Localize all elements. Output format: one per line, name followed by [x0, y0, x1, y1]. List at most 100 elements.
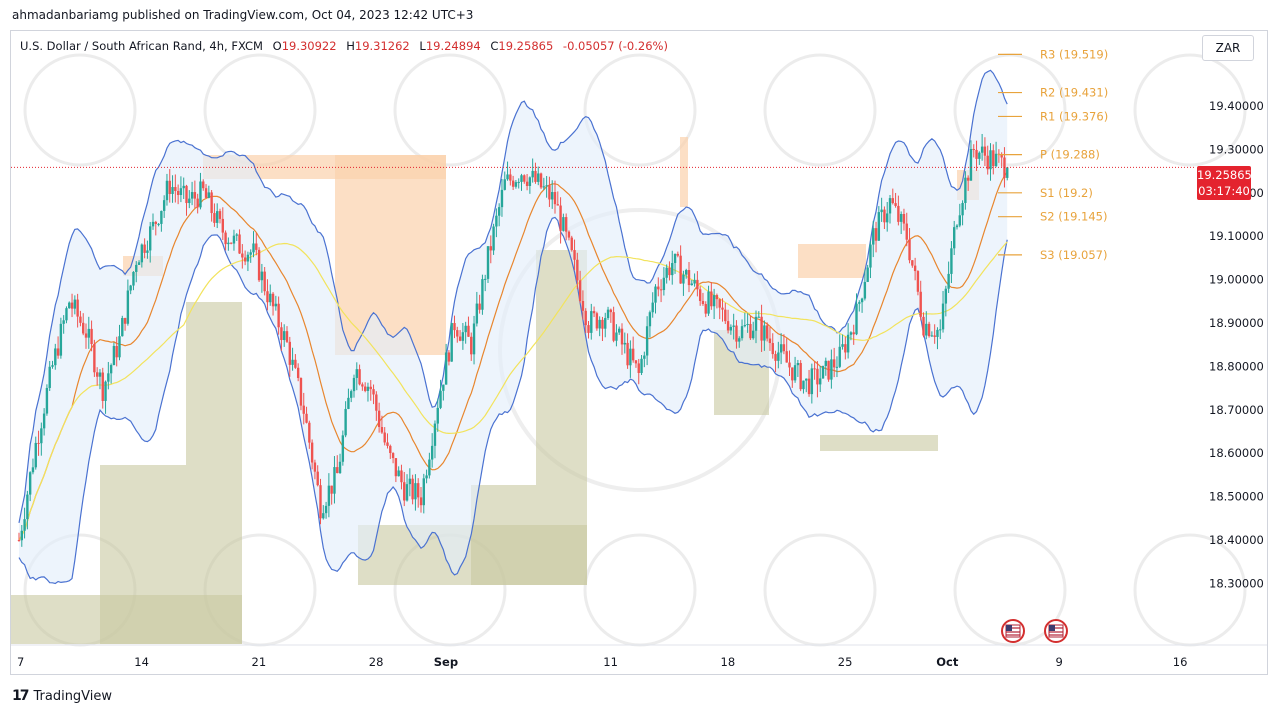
band-fill	[19, 70, 1008, 584]
candle-body	[872, 228, 875, 245]
candle-body	[899, 214, 903, 222]
candle-body	[609, 309, 613, 313]
candle-body	[980, 146, 984, 153]
chart-frame[interactable]	[10, 30, 1268, 675]
time-tick: Sep	[434, 655, 458, 669]
candle-body	[196, 198, 199, 208]
low-label: L	[419, 39, 426, 53]
candle-body	[659, 289, 663, 291]
candle-body	[140, 244, 144, 263]
candle-body	[704, 304, 707, 314]
candle-body	[168, 180, 171, 195]
candle-body	[989, 150, 992, 170]
candle-body	[316, 471, 319, 486]
candle-body	[84, 333, 88, 338]
candle-body	[322, 513, 325, 519]
price-tick: 19.10000	[1209, 229, 1264, 243]
candle-body	[562, 217, 565, 231]
candle-body	[453, 323, 456, 331]
candle-body	[266, 291, 269, 303]
symbol-title[interactable]: U.S. Dollar / South African Rand, 4h, FX…	[20, 39, 263, 53]
candle-body	[788, 362, 791, 368]
candle-body	[470, 336, 473, 355]
candle-body	[436, 407, 439, 424]
candle-body	[76, 299, 79, 317]
candle-body	[475, 303, 479, 324]
candle-body	[587, 325, 590, 333]
candle-body	[112, 345, 116, 366]
candle-body	[338, 461, 342, 474]
candle-body	[665, 267, 668, 278]
candle-body	[394, 458, 398, 477]
candle-body	[838, 346, 841, 367]
candle-body	[246, 254, 250, 262]
time-axis[interactable]: 7 14 21 28 Sep 11 18 25 Oct 9 16	[11, 644, 1267, 669]
candle-body	[447, 352, 451, 362]
candle-body	[760, 316, 763, 341]
candle-body	[467, 325, 470, 337]
pivot-label-s1: S1 (19.2)	[1040, 186, 1093, 200]
candle-body	[185, 185, 188, 204]
economic-events[interactable]	[1001, 619, 1068, 643]
pivot-label-r1: R1 (19.376)	[1040, 109, 1108, 123]
candle-body	[241, 253, 244, 258]
candle-body	[310, 442, 314, 463]
candle-body	[933, 335, 936, 337]
candle-body	[51, 365, 54, 367]
candle-body	[17, 540, 21, 541]
candle-body	[107, 373, 110, 382]
price-tick: 19.00000	[1209, 273, 1264, 287]
candle-body	[109, 365, 113, 374]
candle-body	[68, 302, 71, 309]
candle-body	[620, 328, 624, 345]
price-tick: 18.30000	[1209, 576, 1264, 590]
currency-button[interactable]: ZAR	[1202, 35, 1254, 61]
candle-body	[886, 213, 889, 223]
candle-body	[176, 190, 180, 195]
candle-body	[324, 505, 328, 514]
candle-body	[285, 331, 289, 342]
candle-body	[263, 271, 266, 292]
candle-body	[919, 291, 922, 317]
candle-body	[832, 359, 836, 368]
candle-body	[193, 192, 197, 199]
us-event-flag-icon[interactable]	[1001, 619, 1025, 643]
candle-body	[830, 359, 833, 380]
candle-body	[461, 332, 465, 341]
candle-body	[1006, 167, 1009, 178]
candle-body	[894, 203, 897, 206]
candle-body	[902, 214, 906, 224]
candle-body	[578, 280, 582, 301]
pivot-label-r2: R2 (19.431)	[1040, 86, 1108, 100]
candle-body	[352, 377, 356, 392]
candle-body	[595, 313, 599, 329]
candle-body	[280, 327, 283, 341]
candle-body	[358, 369, 361, 385]
candle-body	[754, 316, 758, 331]
tradingview-logo[interactable]: 17 TradingView	[12, 688, 112, 704]
candle-body	[143, 244, 146, 253]
candle-body	[260, 271, 264, 281]
candle-body	[269, 293, 272, 303]
demand-zone	[471, 485, 536, 585]
candle-body	[218, 211, 222, 219]
candle-body	[564, 217, 568, 232]
candle-body	[456, 330, 459, 337]
candle-body	[978, 152, 981, 159]
watermark-circle	[583, 533, 697, 647]
candle-body	[777, 352, 780, 361]
candle-body	[749, 323, 752, 339]
candle-body	[771, 343, 774, 355]
time-tick: 18	[721, 655, 736, 669]
candle-body	[54, 348, 57, 366]
us-event-flag-icon[interactable]	[1044, 619, 1068, 643]
candle-body	[696, 279, 699, 290]
candle-body	[341, 435, 345, 462]
candle-body	[986, 155, 989, 170]
candle-body	[941, 303, 945, 330]
candle-body	[188, 198, 191, 204]
candle-body	[531, 170, 534, 178]
candle-body	[26, 494, 29, 520]
candle-body	[291, 359, 294, 365]
